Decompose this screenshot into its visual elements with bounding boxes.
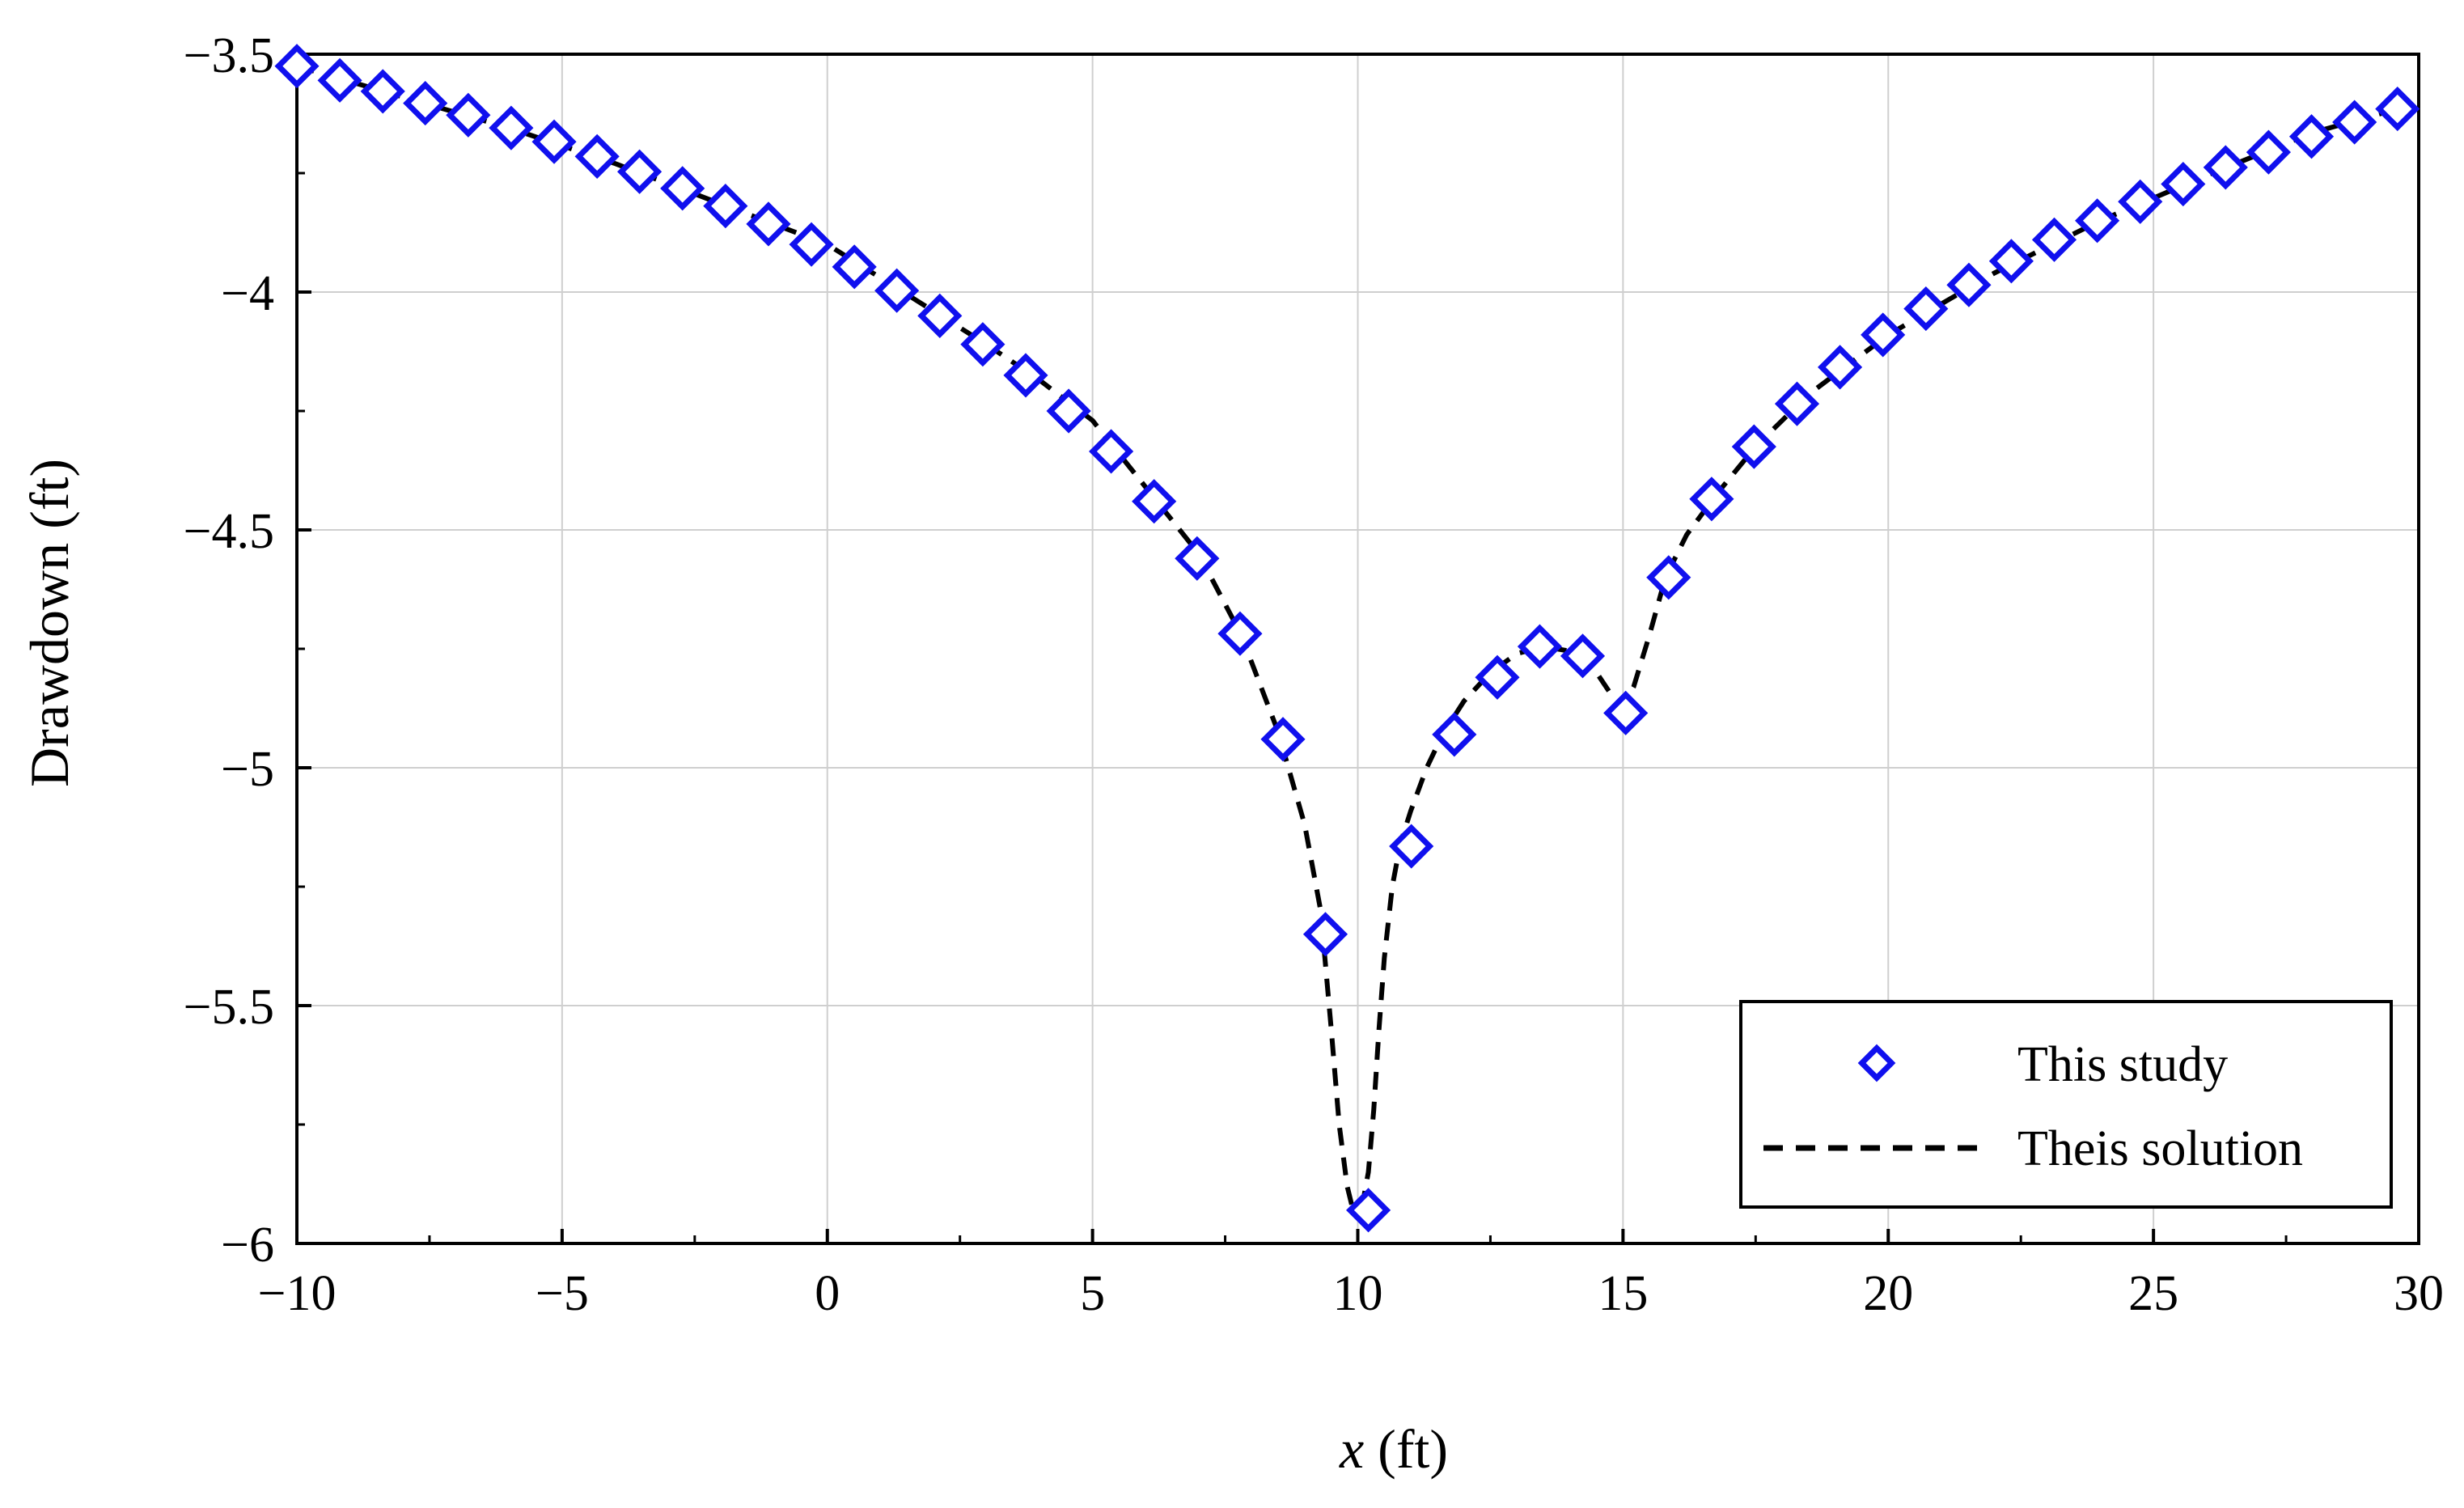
this-study-point xyxy=(2118,179,2163,224)
y-tick-label: −4.5 xyxy=(184,504,274,559)
this-study-point xyxy=(1475,654,1520,700)
legend-this-study-marker xyxy=(1857,1044,1896,1082)
this-study-point xyxy=(1260,717,1306,762)
this-study-point xyxy=(2375,87,2420,132)
x-tick-label: 0 xyxy=(815,1266,840,1321)
this-study-point xyxy=(574,133,620,179)
this-study-point xyxy=(1988,239,2034,284)
this-study-point xyxy=(660,166,705,211)
y-tick-label: −6 xyxy=(221,1218,274,1273)
this-study-point xyxy=(874,268,920,313)
x-tick-label: 30 xyxy=(2394,1266,2444,1321)
x-axis-title: x (ft) xyxy=(1339,1418,1448,1480)
this-study-point xyxy=(1217,611,1263,656)
axes: −10 −5 0 5 10 15 20 25 30 −3.5 −4 −4.5 −5 −5.5 −6 xyxy=(184,28,2444,1321)
legend-this-study-label: This study xyxy=(2017,1037,2228,1092)
this-study-point xyxy=(1089,429,1134,474)
this-study-point xyxy=(489,105,534,150)
this-study-point xyxy=(1302,912,1348,957)
legend-box xyxy=(1739,1000,2393,1209)
this-study-point xyxy=(1731,424,1776,469)
this-study-point xyxy=(2161,161,2206,207)
this-study-point xyxy=(446,92,491,138)
this-study-point xyxy=(2288,114,2335,159)
this-study-point xyxy=(1132,479,1177,524)
this-study-point xyxy=(617,149,663,194)
x-tick-label: 5 xyxy=(1080,1266,1105,1321)
this-study-point xyxy=(1003,353,1048,398)
this-study-point xyxy=(531,119,577,164)
this-study-point xyxy=(1389,824,1434,869)
this-study-point xyxy=(2246,129,2291,175)
this-study-point xyxy=(789,222,834,267)
this-study-point xyxy=(274,44,320,89)
this-study-point xyxy=(703,184,748,229)
this-study-point xyxy=(1946,262,1992,307)
this-study-point xyxy=(1603,690,1649,735)
this-study-point xyxy=(317,57,362,103)
x-tick-label: 20 xyxy=(1863,1266,1913,1321)
this-study-point xyxy=(1774,381,1820,426)
legend: This study Theis solution xyxy=(1739,1000,2393,1209)
x-tick-label: 15 xyxy=(1598,1266,1648,1321)
this-study-point xyxy=(1903,286,1949,332)
y-axis-title: Drawdown (ft) xyxy=(19,459,80,787)
this-study-point xyxy=(1046,388,1091,434)
this-study-point xyxy=(746,201,791,247)
this-study-point xyxy=(403,80,448,126)
this-study-point xyxy=(1861,312,1906,358)
x-tick-label: 25 xyxy=(2128,1266,2178,1321)
y-tick-label: −5.5 xyxy=(184,980,274,1035)
this-study-point xyxy=(1646,555,1691,600)
x-tick-label: 10 xyxy=(1333,1266,1383,1321)
this-study-point xyxy=(917,293,963,338)
x-tick-label: −5 xyxy=(536,1266,589,1321)
this-study-point xyxy=(2031,217,2077,262)
this-study-point xyxy=(1818,345,1863,390)
this-study-point xyxy=(832,244,877,290)
this-study-point xyxy=(2203,145,2248,190)
this-study-point xyxy=(1689,477,1734,522)
this-study-point xyxy=(2075,198,2120,244)
y-tick-label: −3.5 xyxy=(184,28,274,83)
this-study-point xyxy=(2332,100,2377,145)
legend-theis-label: Theis solution xyxy=(2017,1121,2303,1176)
this-study-point xyxy=(1346,1188,1391,1233)
this-study-point xyxy=(360,69,405,114)
y-tick-label: −4 xyxy=(221,266,274,321)
x-axis-var: x xyxy=(1339,1418,1364,1480)
this-study-point xyxy=(1432,712,1477,757)
this-study-point xyxy=(960,322,1005,367)
this-study-point xyxy=(1517,624,1563,669)
this-study-point xyxy=(1560,633,1606,679)
x-tick-label: −10 xyxy=(258,1266,337,1321)
x-axis-unit: (ft) xyxy=(1364,1418,1448,1480)
y-tick-label: −5 xyxy=(221,742,274,797)
this-study-point xyxy=(1175,536,1220,581)
this-study-series xyxy=(274,44,2420,1233)
